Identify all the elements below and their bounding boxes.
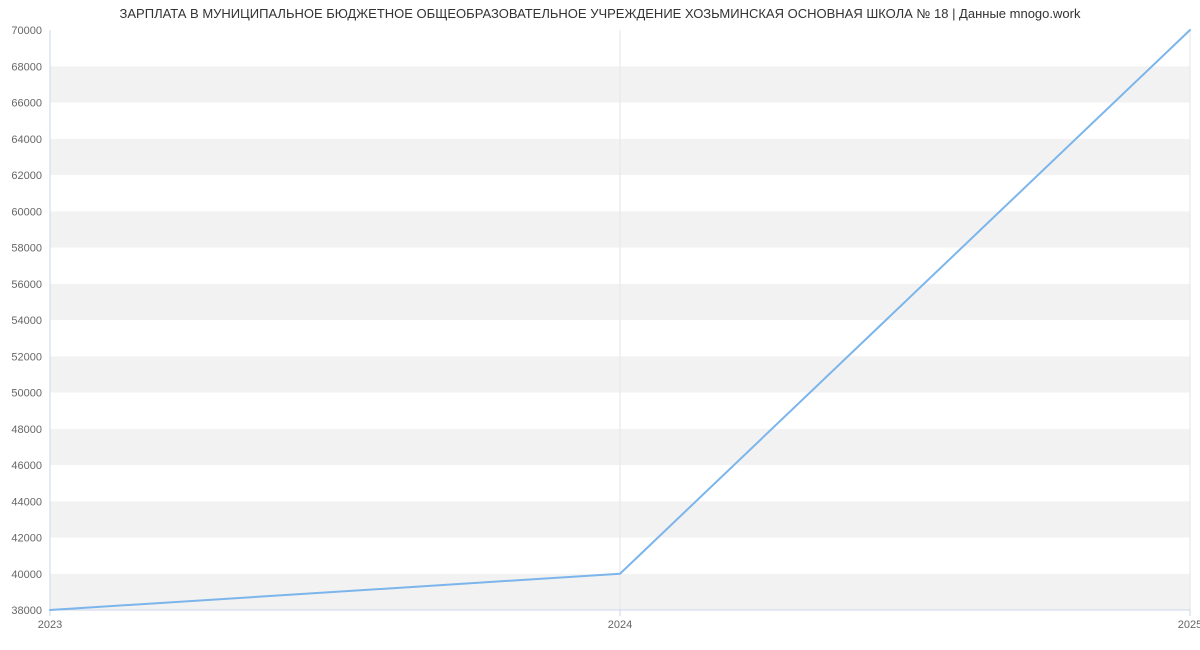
svg-text:44000: 44000	[11, 496, 42, 508]
chart-svg: 38000 40000 42000 44000 46000 48000 50000 52000…	[0, 0, 1200, 650]
svg-text:54000: 54000	[11, 315, 42, 327]
svg-text:2024: 2024	[608, 619, 632, 631]
svg-text:2025: 2025	[1178, 619, 1200, 631]
svg-text:68000: 68000	[11, 61, 42, 73]
svg-text:40000: 40000	[11, 569, 42, 581]
svg-text:52000: 52000	[11, 351, 42, 363]
svg-text:56000: 56000	[11, 279, 42, 291]
svg-text:48000: 48000	[11, 424, 42, 436]
svg-text:64000: 64000	[11, 134, 42, 146]
svg-text:62000: 62000	[11, 170, 42, 182]
svg-text:2023: 2023	[38, 619, 62, 631]
svg-text:46000: 46000	[11, 460, 42, 472]
svg-text:38000: 38000	[11, 605, 42, 617]
svg-text:58000: 58000	[11, 243, 42, 255]
svg-text:60000: 60000	[11, 206, 42, 218]
salary-line-chart: ЗАРПЛАТА В МУНИЦИПАЛЬНОЕ БЮДЖЕТНОЕ ОБЩЕО…	[0, 0, 1200, 650]
svg-text:66000: 66000	[11, 98, 42, 110]
svg-text:50000: 50000	[11, 388, 42, 400]
svg-text:70000: 70000	[11, 25, 42, 37]
svg-text:42000: 42000	[11, 533, 42, 545]
chart-title: ЗАРПЛАТА В МУНИЦИПАЛЬНОЕ БЮДЖЕТНОЕ ОБЩЕО…	[0, 6, 1200, 21]
